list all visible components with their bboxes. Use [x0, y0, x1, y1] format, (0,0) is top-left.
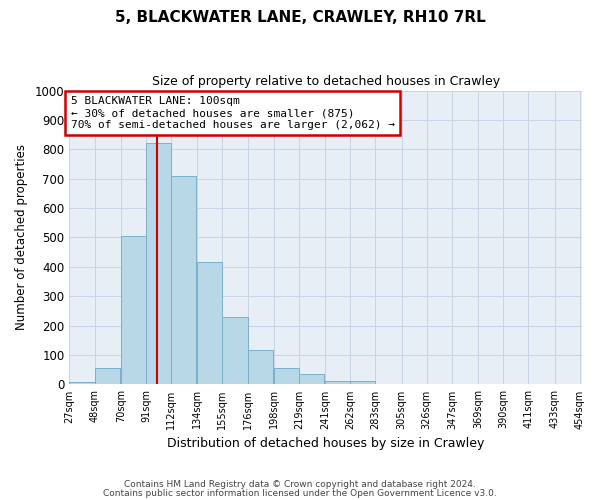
- Bar: [171, 176, 196, 384]
- Text: 5 BLACKWATER LANE: 100sqm
← 30% of detached houses are smaller (875)
70% of semi: 5 BLACKWATER LANE: 100sqm ← 30% of detac…: [71, 96, 395, 130]
- Bar: [70, 382, 95, 384]
- Text: 5, BLACKWATER LANE, CRAWLEY, RH10 7RL: 5, BLACKWATER LANE, CRAWLEY, RH10 7RL: [115, 10, 485, 25]
- Title: Size of property relative to detached houses in Crawley: Size of property relative to detached ho…: [152, 75, 500, 88]
- Y-axis label: Number of detached properties: Number of detached properties: [15, 144, 28, 330]
- Bar: [197, 262, 223, 384]
- Bar: [223, 317, 248, 384]
- Bar: [95, 368, 119, 384]
- X-axis label: Distribution of detached houses by size in Crawley: Distribution of detached houses by size …: [167, 437, 484, 450]
- Bar: [350, 382, 376, 384]
- Text: Contains HM Land Registry data © Crown copyright and database right 2024.: Contains HM Land Registry data © Crown c…: [124, 480, 476, 489]
- Bar: [325, 381, 350, 384]
- Bar: [274, 368, 299, 384]
- Bar: [248, 350, 272, 384]
- Bar: [299, 374, 324, 384]
- Text: Contains public sector information licensed under the Open Government Licence v3: Contains public sector information licen…: [103, 489, 497, 498]
- Bar: [121, 236, 146, 384]
- Bar: [146, 144, 171, 384]
